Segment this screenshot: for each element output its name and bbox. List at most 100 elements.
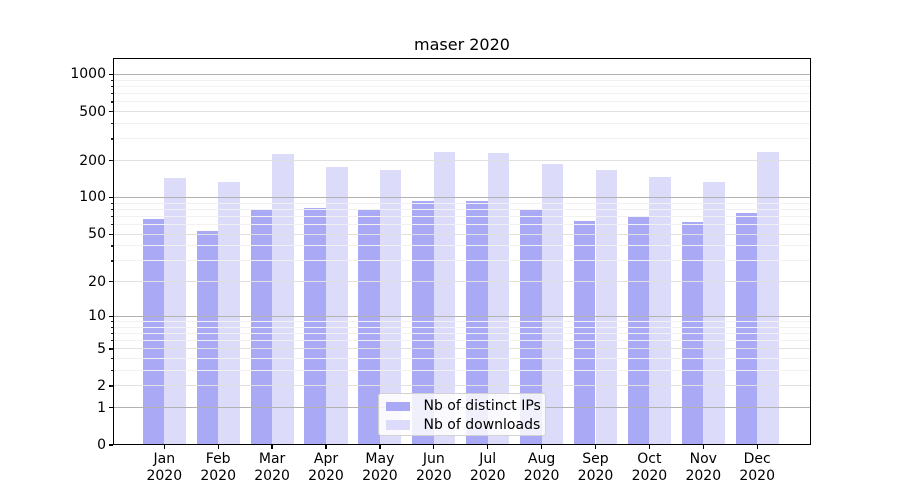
x-tick-jul [487, 444, 489, 450]
gridline-900 [113, 79, 811, 81]
x-tick-label-jul: Jul 2020 [469, 451, 506, 484]
y-minor-tick-700 [110, 93, 113, 95]
legend-swatch-distinct-ips [386, 401, 410, 411]
x-tick-label-jan: Jan 2020 [146, 451, 183, 484]
bar-ips-oct [627, 215, 650, 445]
bar-ips-jul [466, 200, 488, 445]
legend: Nb of distinct IPs Nb of downloads [378, 392, 546, 436]
bar-ips-jun [412, 201, 434, 445]
y-minor-tick-5 [110, 348, 113, 350]
gridline-10 [113, 315, 811, 317]
y-minor-tick-7 [110, 332, 113, 335]
gridline-3 [113, 369, 811, 371]
y-minor-tick-4 [110, 358, 113, 360]
gridline-20 [113, 281, 811, 283]
gridline-2 [113, 385, 811, 387]
y-tick-1000 [108, 73, 113, 76]
y-minor-tick-9 [110, 320, 113, 323]
x-tick-label-sep: Sep 2020 [577, 451, 614, 484]
y-minor-tick-20 [110, 281, 113, 283]
bar-ips-sep [573, 220, 596, 445]
bar-ips-feb [196, 230, 219, 445]
x-tick-label-aug: Aug 2020 [523, 451, 560, 484]
x-tick-aug [540, 444, 543, 450]
bar-ips-dec [735, 212, 758, 445]
gridline-9 [113, 320, 811, 322]
y-tick-label-100: 100 [79, 189, 106, 206]
bar-downloads-oct [649, 176, 671, 445]
gridline-70 [113, 215, 811, 217]
gridline-30 [113, 260, 811, 262]
legend-item-downloads: Nb of downloads [386, 416, 545, 435]
y-minor-tick-30 [110, 260, 113, 262]
gridline-200 [113, 160, 811, 162]
x-tick-feb [217, 444, 219, 450]
gridline-700 [113, 93, 811, 95]
x-tick-may [379, 444, 381, 450]
bar-downloads-dec [757, 151, 779, 445]
bar-downloads-mar [272, 154, 294, 445]
bar-downloads-jul [487, 152, 510, 445]
y-tick-label-2: 2 [97, 377, 106, 394]
plot-area: Nb of distinct IPs Nb of downloads [113, 59, 811, 445]
gridline-400 [113, 123, 811, 125]
x-tick-mar [271, 444, 273, 450]
x-tick-label-jun: Jun 2020 [415, 451, 452, 484]
bar-downloads-jan [164, 177, 186, 445]
gridline-600 [113, 101, 811, 103]
chart-title: maser 2020 [414, 35, 510, 54]
x-tick-label-oct: Oct 2020 [631, 451, 668, 484]
bar-ips-apr [304, 208, 326, 445]
y-tick-label-0: 0 [97, 436, 106, 453]
y-minor-tick-3 [110, 369, 113, 372]
y-minor-tick-40 [110, 245, 113, 247]
y-tick-0 [108, 444, 113, 446]
gridline-6 [113, 339, 811, 341]
y-minor-tick-80 [110, 208, 113, 211]
y-tick-label-500: 500 [79, 103, 106, 120]
y-tick-1 [108, 407, 113, 409]
x-tick-jan [163, 444, 165, 450]
bar-downloads-apr [326, 166, 348, 445]
x-tick-nov [702, 444, 704, 450]
bar-downloads-jun [433, 151, 456, 445]
bar-downloads-feb [218, 182, 240, 445]
x-tick-label-mar: Mar 2020 [254, 451, 290, 484]
y-minor-tick-500 [110, 111, 113, 113]
bar-ips-jan [142, 218, 165, 445]
legend-item-distinct-ips: Nb of distinct IPs [386, 397, 545, 416]
y-tick-label-50: 50 [88, 226, 106, 243]
gridline-40 [113, 245, 811, 247]
bar-downloads-may [379, 169, 402, 445]
x-tick-label-nov: Nov 2020 [685, 451, 722, 484]
y-minor-tick-8 [110, 326, 113, 328]
legend-swatch-downloads [386, 420, 410, 430]
y-minor-tick-70 [110, 215, 113, 218]
y-tick-100 [108, 196, 113, 199]
y-tick-label-1000: 1000 [70, 66, 106, 83]
legend-label-distinct-ips: Nb of distinct IPs [423, 398, 541, 415]
y-tick-label-10: 10 [88, 308, 106, 325]
gridline-60 [113, 223, 811, 225]
bar-downloads-nov [703, 181, 725, 445]
x-tick-label-may: May 2020 [362, 451, 398, 484]
x-tick-jun [433, 444, 435, 450]
y-minor-tick-50 [110, 233, 113, 235]
gridline-50 [113, 233, 811, 235]
y-tick-label-1: 1 [97, 399, 106, 416]
y-minor-tick-60 [110, 223, 113, 226]
gridline-300 [113, 138, 811, 140]
gridline-500 [113, 111, 811, 113]
gridline-4 [113, 358, 811, 360]
x-tick-dec [756, 444, 758, 450]
y-minor-tick-200 [110, 160, 113, 162]
x-tick-sep [594, 444, 597, 450]
gridline-1000 [113, 73, 811, 75]
y-minor-tick-6 [110, 339, 113, 342]
y-minor-tick-400 [110, 123, 113, 125]
y-minor-tick-90 [110, 202, 113, 204]
gridline-80 [113, 208, 811, 210]
y-minor-tick-2 [110, 385, 113, 387]
y-minor-tick-900 [110, 79, 113, 81]
